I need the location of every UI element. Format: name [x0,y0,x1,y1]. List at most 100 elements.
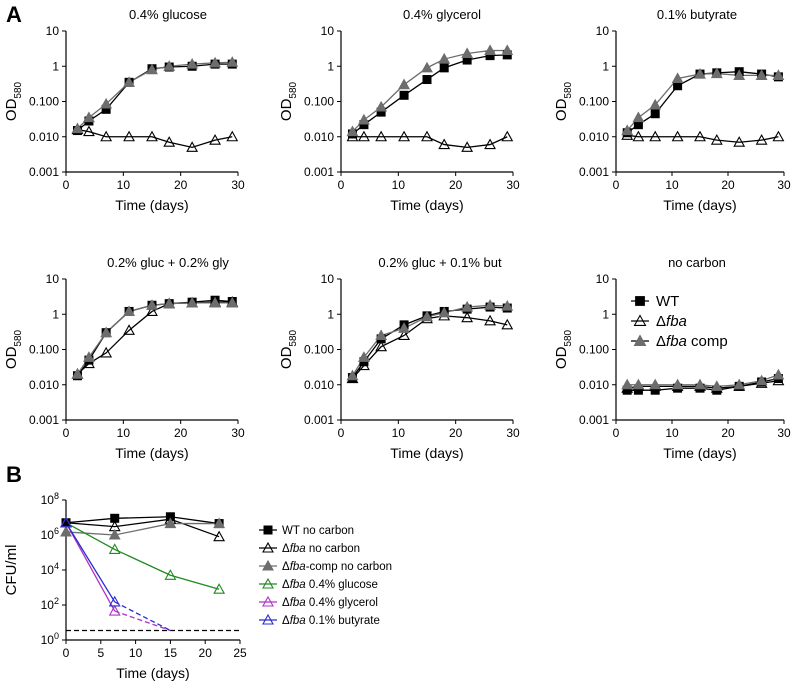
chart-title: 0.1% butyrate [657,7,737,22]
data-point [421,310,433,322]
data-point [632,130,645,142]
x-tick-label: 10 [117,178,131,192]
data-point [421,61,433,73]
x-tick-label: 10 [129,646,143,660]
data-point [375,329,388,341]
y-axis-label: CFU/ml [3,545,20,596]
legend-label: WT [656,293,679,310]
x-tick-label: 20 [721,426,735,440]
legend-a-entry: WT [631,293,679,310]
y-tick-label: 102 [41,596,59,612]
data-point [772,69,785,80]
series-line [351,315,508,379]
y-tick-label: 10 [596,24,610,38]
y-tick-label: 0.010 [304,378,334,392]
y-tick-label: 1 [602,307,609,321]
data-point [772,368,785,380]
data-point [649,378,662,390]
x-tick-label: 10 [665,426,679,440]
x-tick-label: 30 [506,426,520,440]
data-point [82,351,95,362]
data-point [60,516,72,528]
chart-title: 0.4% glycerol [403,7,481,22]
x-tick-label: 20 [721,178,735,192]
series-line [114,601,171,632]
chart-a2: 0.4% glycerol 0.001 0.010 0.100 1 10 0 10 20 30 Ti… [278,7,520,213]
data-point [733,69,746,80]
data-point [123,305,136,317]
x-axis-label: Time (days) [390,197,463,213]
data-point [501,299,514,311]
y-tick-label: 0.010 [579,130,609,144]
data-point [694,130,706,142]
series-line [352,136,508,149]
data-point [710,134,723,145]
y-tick-label: 10 [321,24,335,38]
data-point [146,305,158,317]
data-point [100,130,113,142]
legend-label: Δfba 0.4% glucose [282,579,378,591]
data-point [649,130,662,142]
data-point [461,47,474,59]
legend-marker [263,525,273,535]
x-axis-label: Time (days) [390,445,463,461]
data-point [164,517,177,529]
series-line [65,522,116,603]
x-tick-label: 10 [665,178,679,192]
legend-label: Δfba comp [656,333,728,350]
data-point [71,368,84,379]
data-point [100,326,113,338]
data-point [226,56,239,67]
series-line [65,522,220,536]
data-point [710,380,723,391]
y-tick-label: 0.100 [579,343,609,357]
data-point [733,378,746,390]
data-point [621,124,634,136]
data-point [163,297,176,309]
legend-b-entry: Δfba 0.1% butyrate [259,613,380,627]
y-tick-label: 0.001 [29,413,59,427]
legend-label: Δfba-comp no carbon [282,561,392,573]
data-point [357,130,370,142]
legend-panel-a: WT Δfba Δfba comp [631,293,728,350]
data-point [186,57,199,69]
data-point [209,56,222,68]
data-point [346,125,359,137]
data-point [164,569,177,580]
data-point [82,357,95,369]
y-tick-label: 0.001 [304,165,334,179]
data-point [755,69,768,80]
data-point [484,138,497,150]
series-line [114,610,171,632]
x-tick-label: 15 [164,646,178,660]
data-point [108,604,121,616]
x-tick-label: 30 [231,178,245,192]
legend-marker [633,334,647,346]
data-point [438,138,451,150]
series-line [77,128,233,149]
legend-label: WT no carbon [282,525,354,537]
legend-a-entry: Δfba [631,313,687,330]
data-point [100,346,113,358]
x-tick-label: 10 [392,426,406,440]
x-tick-label: 0 [338,426,345,440]
data-point [108,543,121,554]
y-tick-label: 0.010 [579,378,609,392]
legend-marker [262,541,274,553]
legend-label: Δfba [656,313,687,330]
x-tick-label: 20 [199,646,213,660]
y-tick-label: 0.100 [304,95,334,109]
legend-marker [262,613,274,625]
y-axis-label: OD580 [553,81,574,121]
data-point [733,136,746,147]
data-point [710,67,723,79]
data-point [375,100,388,112]
data-point [650,109,660,119]
data-point [108,528,121,540]
y-tick-label: 100 [41,631,59,647]
data-point [357,351,370,362]
series-line [76,302,233,375]
legend-b-entry: Δfba-comp no carbon [259,559,392,573]
data-point [146,63,158,75]
data-point [501,318,514,330]
